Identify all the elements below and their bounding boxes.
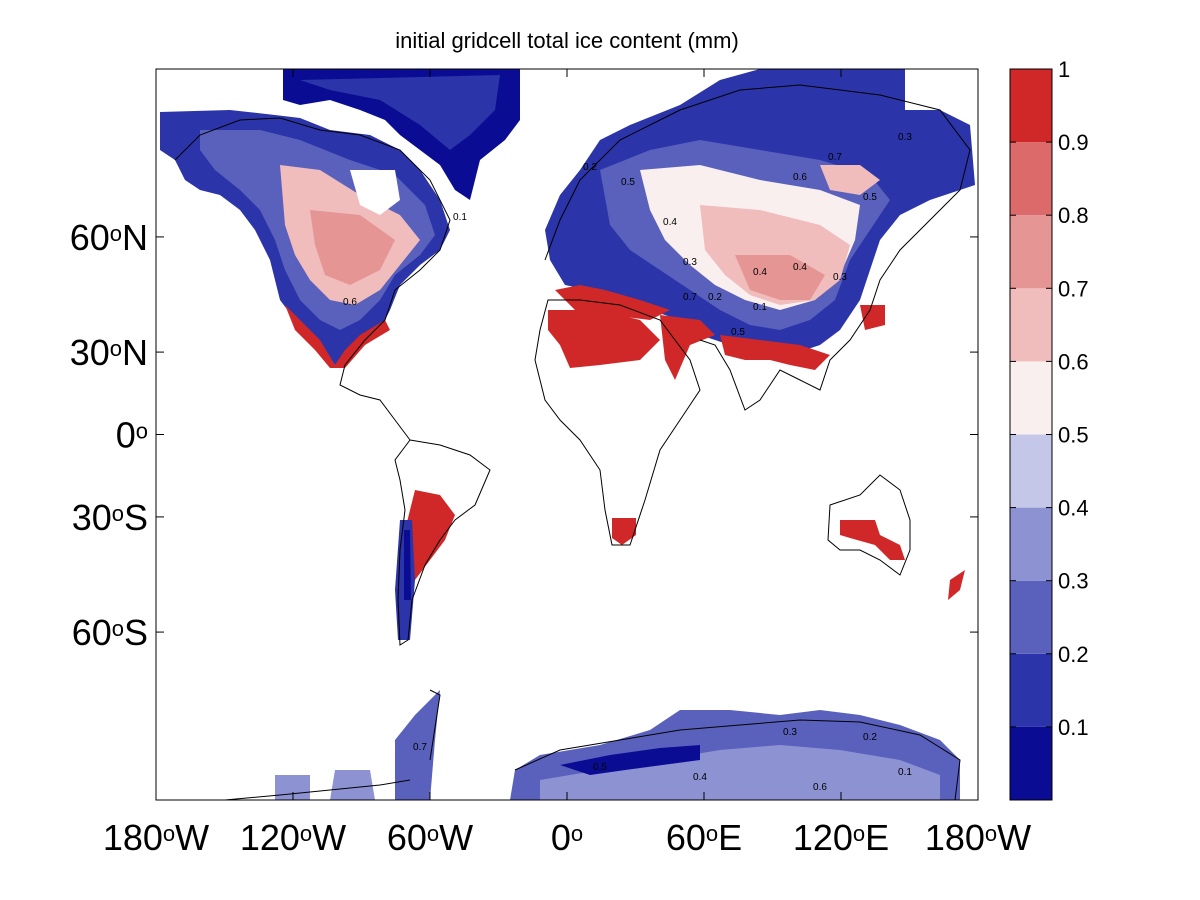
colorbar-band — [1010, 507, 1052, 581]
contour-label: 0.4 — [693, 772, 707, 783]
contour-label: 0.1 — [453, 212, 467, 223]
contour-label: 0.7 — [413, 742, 427, 753]
colorbar-band — [1010, 434, 1052, 508]
antarctica-west-fill — [275, 775, 310, 800]
sahara-red — [548, 310, 660, 368]
nz-red — [948, 570, 965, 600]
mediterranean-red — [555, 285, 670, 320]
antarctica-coast — [224, 689, 961, 800]
colorbar-band — [1010, 726, 1052, 800]
antarctica-dark — [560, 745, 700, 775]
colorbar-tick-label: 0.9 — [1058, 130, 1089, 155]
greenland-inner-fill — [300, 75, 500, 150]
contour-label: 0.2 — [583, 162, 597, 173]
contour-label: 0.5 — [593, 762, 607, 773]
himalaya-red — [720, 335, 830, 370]
colorbar-band — [1010, 580, 1052, 654]
east-asia-red — [860, 305, 885, 330]
antarctic-peninsula-fill — [395, 690, 440, 800]
andes-dark — [404, 530, 411, 600]
contour-label: 0.5 — [621, 177, 635, 188]
colorbar-band — [1010, 142, 1052, 216]
colorbar-band — [1010, 361, 1052, 435]
contour-label: 0.2 — [708, 292, 722, 303]
colorbar-band — [1010, 215, 1052, 289]
colorbar-tick-label: 0.6 — [1058, 349, 1089, 374]
y-tick-label: 60oS — [72, 612, 148, 653]
x-tick-label: 120oE — [793, 817, 889, 858]
contour-label: 0.3 — [683, 257, 697, 268]
contour-label: 0.6 — [343, 297, 357, 308]
contour-label: 0.7 — [828, 152, 842, 163]
x-tick-label: 60oE — [666, 817, 742, 858]
antarctica-west2-fill — [330, 770, 375, 800]
eurasia-coast — [544, 84, 971, 411]
ice-content-fill — [160, 69, 975, 800]
colorbar-band — [1010, 653, 1052, 727]
contour-label: 0.3 — [783, 727, 797, 738]
y-tick-label: 0o — [116, 415, 148, 456]
coastlines — [174, 84, 971, 800]
north-america-core2 — [310, 210, 395, 285]
australia-red — [840, 520, 905, 560]
antarctica-light — [540, 745, 940, 800]
colorbar-tick-label: 0.8 — [1058, 203, 1089, 228]
south-america-red — [405, 490, 455, 580]
south-america-coast — [394, 439, 491, 646]
y-tick-label: 30oN — [70, 332, 148, 373]
contour-labels: 0.5 0.4 0.3 0.2 0.1 0.6 0.7 0.5 0.4 0.3 0.2 0.1 0.6 0… — [343, 132, 912, 793]
contour-label: 0.3 — [898, 132, 912, 143]
colorbar: 0.1 0.2 0.3 0.4 0.5 0.6 0.7 0.8 0.9 1 — [1009, 57, 1089, 801]
colorbar-band — [1010, 69, 1052, 143]
contour-label: 0.1 — [753, 302, 767, 313]
arctic-light-patch — [820, 165, 880, 195]
x-tick-label: 0o — [551, 817, 583, 858]
colorbar-tick-label: 0.2 — [1058, 642, 1089, 667]
contour-label: 0.1 — [898, 767, 912, 778]
contour-label: 0.4 — [663, 217, 677, 228]
x-tick-label: 120oW — [240, 817, 346, 858]
contour-label: 0.7 — [683, 292, 697, 303]
x-tick-label: 180oW — [103, 817, 209, 858]
x-tick-label: 180oW — [925, 817, 1031, 858]
contour-label: 0.5 — [863, 192, 877, 203]
contour-label: 0.6 — [793, 172, 807, 183]
x-tick-label: 60oW — [387, 817, 473, 858]
mideast-red — [660, 315, 715, 380]
hudson-white — [350, 170, 400, 215]
contour-label: 0.4 — [753, 267, 767, 278]
australia-coast — [827, 474, 911, 576]
colorbar-tick-label: 0.5 — [1058, 423, 1089, 448]
colorbar-tick-label: 1 — [1058, 57, 1070, 82]
africa-coast — [534, 299, 701, 546]
axis-ticks: 180oW 120oW 60oW 0o 60oE 120oE 180oW 60oN 30oN 0o… — [70, 69, 1031, 858]
y-tick-label: 30oS — [72, 497, 148, 538]
colorbar-tick-label: 0.1 — [1058, 715, 1089, 740]
eurasia-core — [735, 255, 825, 300]
y-tick-label: 60oN — [70, 217, 148, 258]
north-america-coast — [174, 117, 451, 441]
contour-label: 0.6 — [813, 782, 827, 793]
south-africa-red — [612, 518, 636, 545]
contour-label: 0.3 — [833, 272, 847, 283]
colorbar-tick-label: 0.7 — [1058, 276, 1089, 301]
contour-label: 0.2 — [863, 732, 877, 743]
colorbar-tick-label: 0.4 — [1058, 496, 1089, 521]
colorbar-tick-label: 0.3 — [1058, 569, 1089, 594]
contour-label: 0.5 — [731, 327, 745, 338]
colorbar-band — [1010, 288, 1052, 362]
chart-title: initial gridcell total ice content (mm) — [395, 28, 739, 53]
contour-label: 0.4 — [793, 262, 807, 273]
